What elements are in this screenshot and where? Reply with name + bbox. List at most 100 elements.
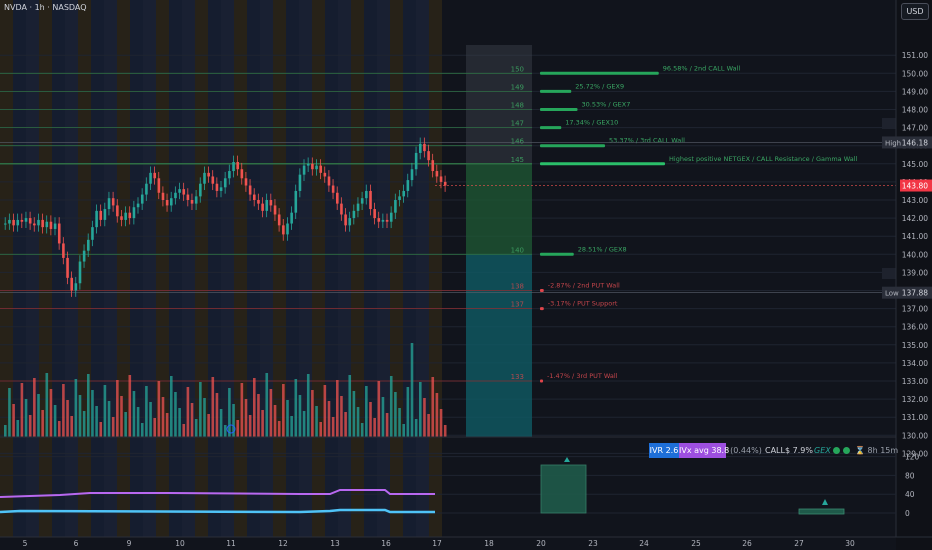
candle-body	[186, 194, 190, 200]
volume-bar	[45, 373, 49, 437]
volume-bar	[373, 418, 376, 437]
volume-bar	[336, 380, 339, 437]
low-badge-label: Low	[885, 290, 899, 298]
candle-body	[207, 172, 210, 177]
candle-body	[389, 212, 393, 222]
gex-bar	[540, 108, 578, 111]
volume-bar	[149, 402, 152, 437]
candle-body	[145, 183, 148, 195]
candle-body	[290, 212, 293, 224]
gex-level-label: 53.37% / 3rd CALL Wall	[609, 137, 685, 145]
volume-bar	[240, 383, 244, 437]
candle-body	[369, 190, 372, 210]
volume-bar	[356, 407, 360, 437]
volume-bar	[161, 397, 165, 437]
candle-body	[136, 203, 140, 208]
volume-bar	[87, 374, 90, 437]
call-zone-shading	[466, 45, 532, 164]
candle-body	[248, 185, 252, 195]
candle-body	[57, 223, 61, 244]
candle-body	[82, 250, 86, 262]
time-tick-label: 6	[74, 539, 79, 548]
gex-strike-label: 149	[511, 83, 524, 91]
volume-bar	[269, 389, 273, 437]
high-badge-value: 146.18	[902, 138, 928, 147]
low-tag	[882, 268, 896, 279]
volume-bar	[340, 396, 343, 437]
candle-body	[286, 223, 289, 235]
candle-body	[427, 151, 430, 161]
high-badge-label: High	[885, 139, 901, 147]
candle-body	[282, 225, 285, 235]
session-band	[182, 0, 195, 537]
volume-bar	[49, 389, 53, 437]
candle-body	[12, 219, 15, 226]
candle-body	[443, 181, 447, 186]
gex-strike-label: 150	[511, 65, 524, 73]
symbol-title[interactable]: NVDA · 1h · NASDAQ	[4, 3, 87, 12]
volume-bar	[99, 422, 103, 437]
indicator-tick-label: 120	[905, 453, 920, 462]
candle-body	[439, 176, 443, 182]
price-tick-label: 148.00	[902, 106, 928, 115]
candle-body	[178, 189, 181, 193]
gex-level-label: 28.51% / GEX8	[578, 245, 627, 253]
candle-body	[87, 239, 90, 251]
candle-body	[78, 261, 82, 284]
candle-body	[33, 223, 36, 226]
price-tick-label: 145.00	[902, 160, 928, 169]
candle-body	[153, 172, 156, 179]
volume-bar	[165, 413, 169, 437]
volume-bar	[294, 379, 298, 437]
time-tick-label: 10	[175, 539, 185, 548]
volume-bar	[215, 393, 219, 437]
volume-bar	[178, 408, 181, 437]
volume-bar	[286, 400, 289, 437]
candle-body	[116, 205, 119, 217]
volume-bar	[207, 414, 210, 437]
session-band	[91, 0, 104, 537]
candle-body	[331, 185, 335, 193]
volume-bar	[298, 395, 302, 437]
volume-bar	[4, 425, 7, 437]
high-tag	[882, 118, 896, 129]
volume-bar	[132, 391, 136, 437]
candle-body	[319, 165, 322, 173]
currency-button[interactable]: USD	[901, 3, 929, 20]
candle-body	[91, 227, 94, 240]
volume-bar	[153, 418, 156, 437]
candle-body	[327, 176, 331, 186]
volume-bar	[261, 410, 264, 437]
candle-body	[232, 161, 235, 172]
volume-bar	[28, 415, 32, 437]
price-tick-label: 130.00	[902, 431, 928, 440]
volume-bar	[170, 376, 173, 437]
volume-bar	[124, 412, 127, 437]
candle-body	[265, 200, 269, 211]
candle-body	[377, 218, 381, 222]
candle-body	[336, 192, 339, 204]
gex-bar	[540, 126, 562, 130]
volume-bar	[248, 415, 252, 437]
volume-bar	[24, 399, 28, 437]
time-tick-label: 11	[226, 539, 236, 548]
forecast-up-icon	[822, 499, 828, 505]
candle-body	[385, 219, 389, 222]
candle-body	[365, 190, 368, 199]
candle-body	[348, 218, 352, 226]
candle-body	[16, 219, 20, 226]
gex-level-label: 96.58% / 2nd CALL Wall	[663, 64, 741, 72]
volume-bar	[37, 394, 40, 437]
time-tick-label: 17	[432, 539, 442, 548]
volume-bar	[257, 394, 260, 437]
volume-bar	[33, 378, 36, 437]
volume-bar	[385, 413, 389, 437]
gex-bar	[540, 289, 544, 292]
indicator-tick-label: 0	[905, 509, 910, 518]
volume-bar	[402, 424, 405, 437]
current-price-badge	[900, 179, 932, 192]
price-tick-label: 143.00	[902, 196, 928, 205]
volume-bar	[57, 421, 61, 437]
